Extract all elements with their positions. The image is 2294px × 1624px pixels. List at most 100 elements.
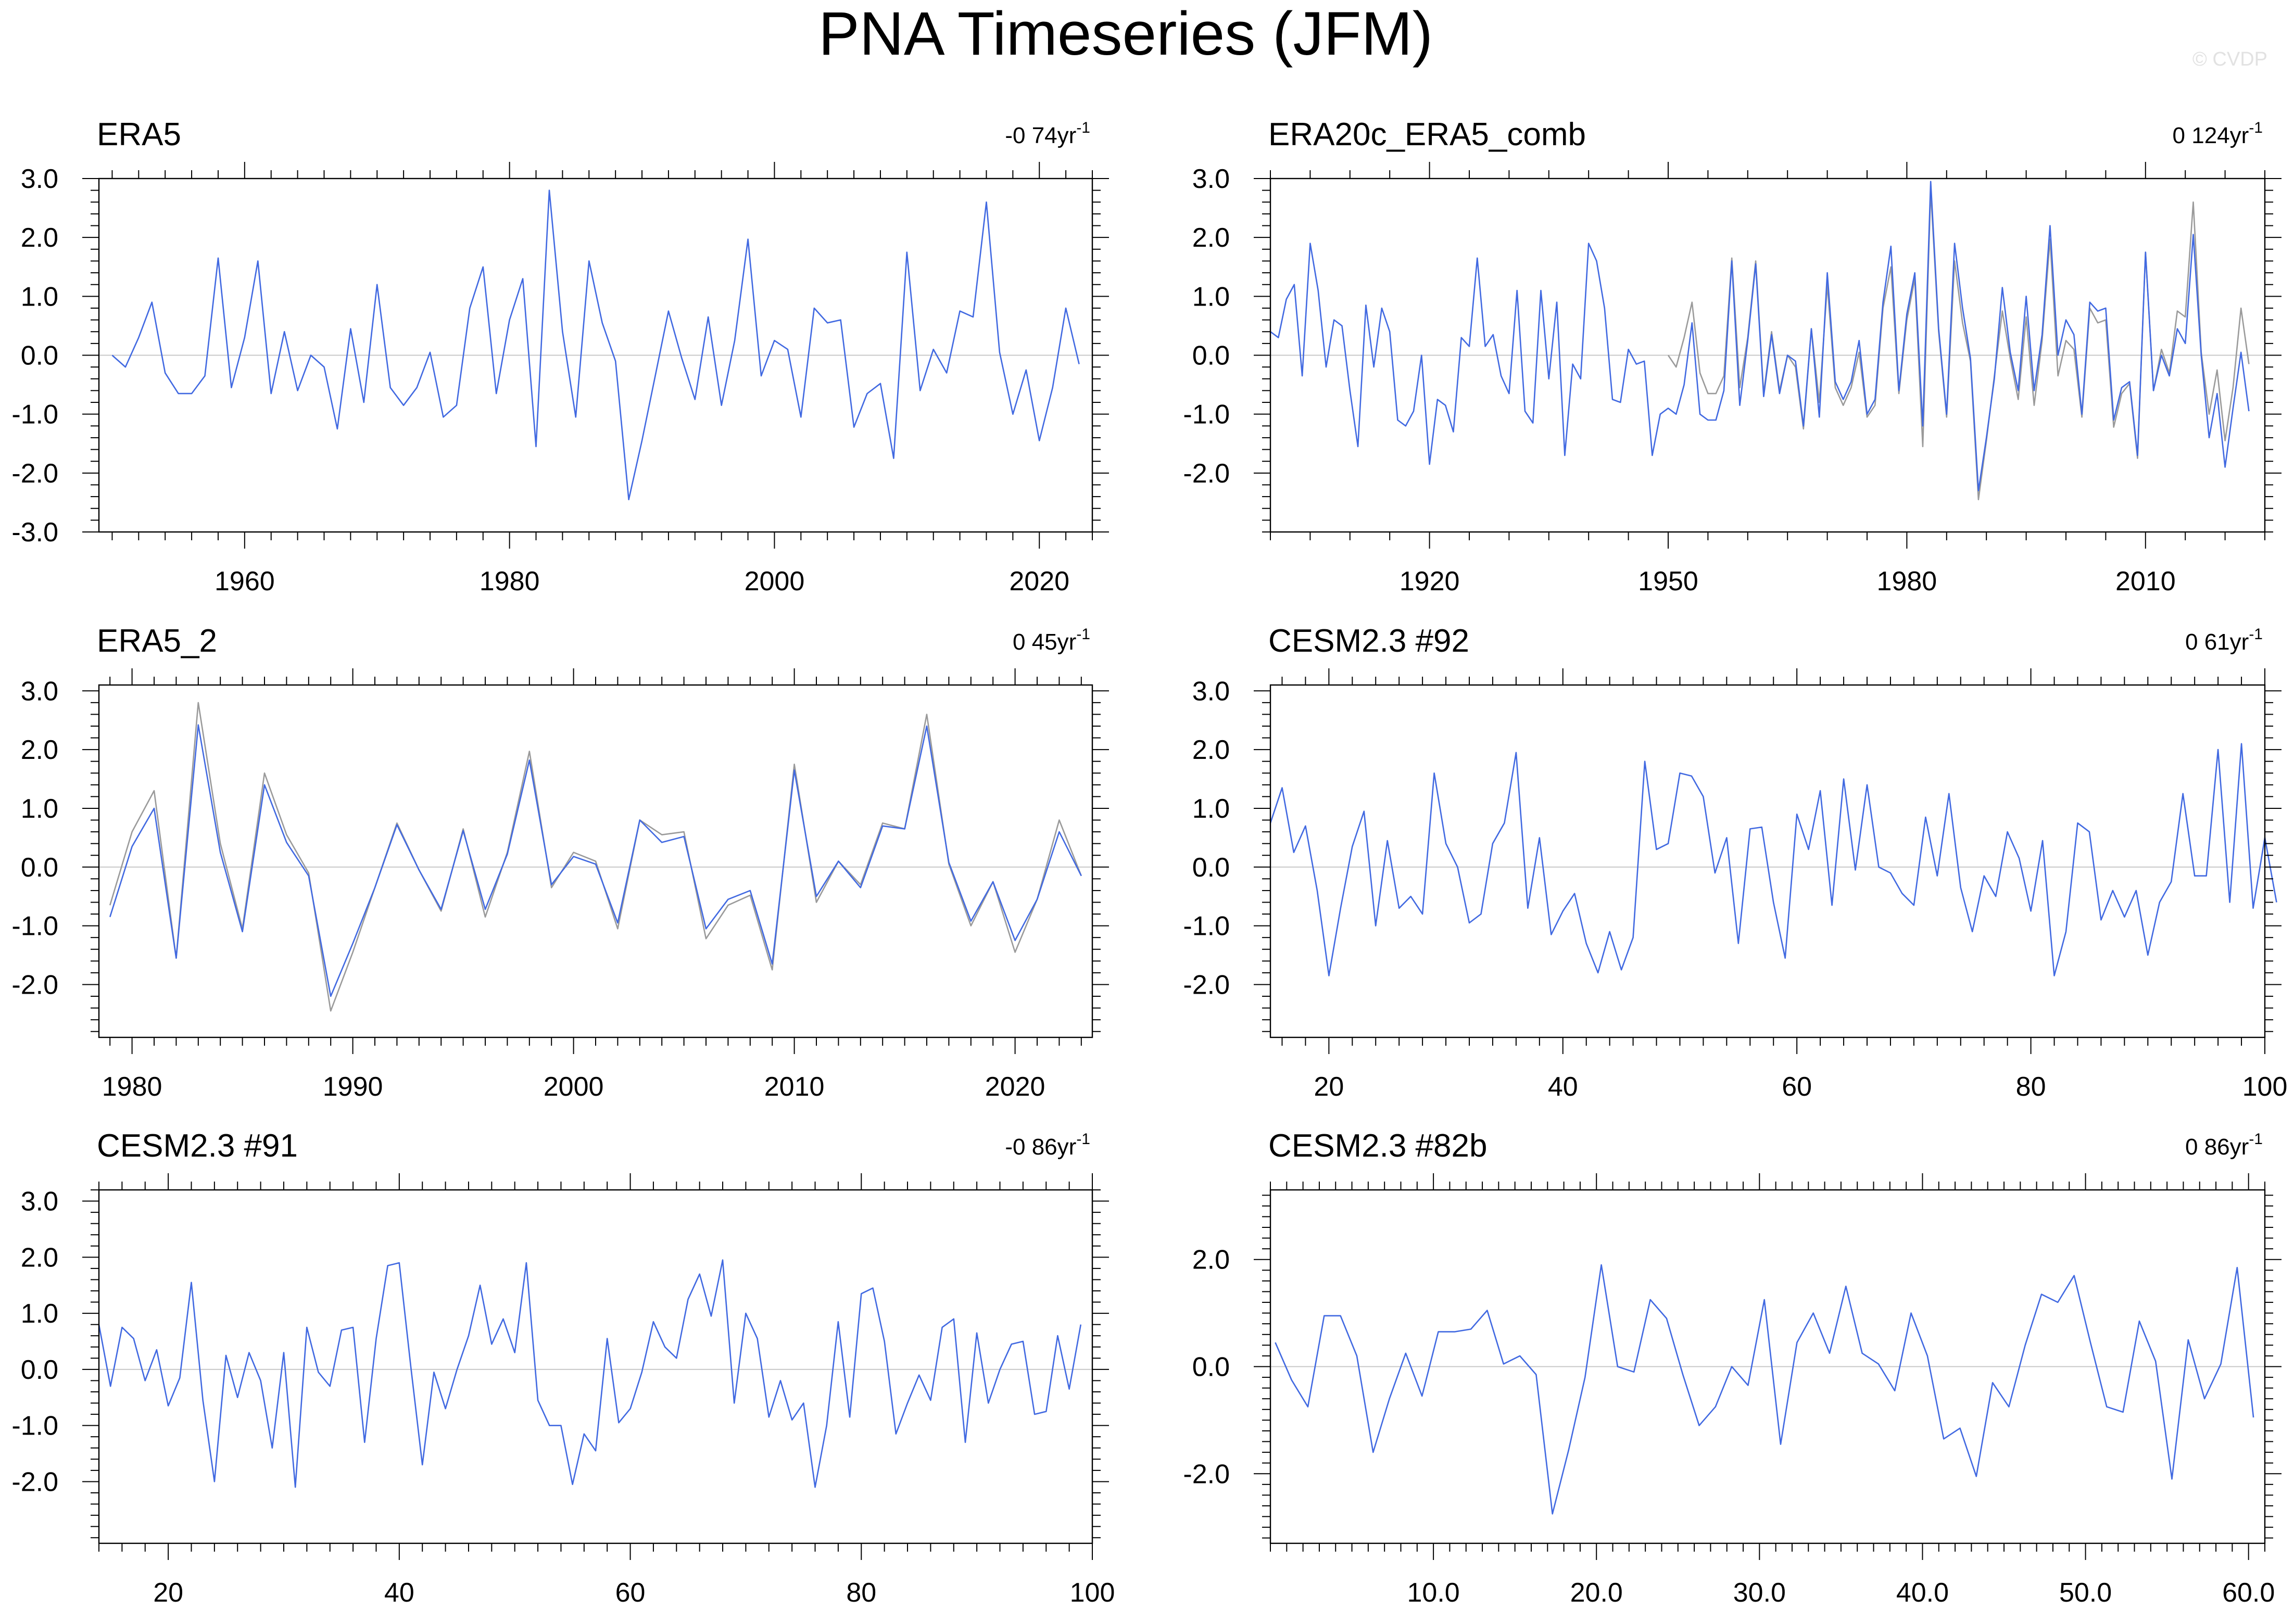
trend-exponent: -1 <box>1076 119 1090 136</box>
xtick-label: 40 <box>384 1578 414 1608</box>
figure-title: PNA Timeseries (JFM) <box>818 0 1433 68</box>
trend-label: 0 124yr-1 <box>2173 119 2263 148</box>
xtick-label: 60 <box>615 1578 646 1608</box>
ytick-label: -2.0 <box>1183 970 1230 1000</box>
ytick-label: 0.0 <box>1192 341 1230 371</box>
ytick-label: -1.0 <box>11 1411 58 1441</box>
xtick-label: 1920 <box>1400 566 1460 597</box>
series-line-1 <box>1275 1264 2254 1515</box>
xtick-label: 100 <box>2242 1072 2288 1102</box>
ytick-label: -3.0 <box>11 517 58 548</box>
trend-exponent: -1 <box>1076 1131 1090 1148</box>
ytick-label: 1.0 <box>1192 282 1230 312</box>
ytick-label: -1.0 <box>11 400 58 430</box>
ytick-label: 2.0 <box>1192 223 1230 253</box>
xtick-label: 40 <box>1548 1072 1578 1102</box>
trend-value: -0 86yr <box>1005 1134 1076 1160</box>
trend-value: -0 74yr <box>1005 123 1076 148</box>
ytick-label: -1.0 <box>11 911 58 942</box>
panel-5: -2.0 -1.0 0.0 1.0 2.0 3.0 20 40 60 80 100 CESM2.3 #… <box>11 1128 1115 1608</box>
panel-2: -2.0 -1.0 0.0 1.0 2.0 3.0 1920 1950 1980 2010 ERA2… <box>1183 117 2282 597</box>
xtick-label: 10.0 <box>1407 1578 1460 1608</box>
ytick-label: 2.0 <box>1192 735 1230 765</box>
panel-3: -2.0 -1.0 0.0 1.0 2.0 3.0 1980 1990 2000 2010 2020… <box>11 623 1109 1102</box>
series-line-1 <box>109 702 1082 1012</box>
ytick-label: 1.0 <box>21 794 58 824</box>
ytick-label: 0.0 <box>1192 1352 1230 1382</box>
panel-title: ERA20c_ERA5_comb <box>1268 117 1586 153</box>
xtick-label: 2010 <box>2115 566 2176 597</box>
xtick-label: 50.0 <box>2059 1578 2112 1608</box>
trend-label: -0 86yr-1 <box>1005 1131 1090 1160</box>
xtick-label: 20 <box>153 1578 183 1608</box>
series-line-1 <box>98 1259 1082 1488</box>
xtick-label: 60 <box>1782 1072 1812 1102</box>
trend-value: 0 124yr <box>2173 123 2249 148</box>
xtick-label: 1980 <box>1877 566 1937 597</box>
ytick-label: -2.0 <box>11 970 58 1000</box>
xtick-label: 2010 <box>764 1072 825 1102</box>
ytick-label: 3.0 <box>21 164 58 194</box>
xtick-label: 1980 <box>480 566 540 597</box>
panel-title: ERA5 <box>97 117 181 153</box>
xtick-label: 100 <box>1070 1578 1115 1608</box>
trend-label: -0 74yr-1 <box>1005 119 1090 148</box>
xtick-label: 2000 <box>544 1072 604 1102</box>
series-line-1 <box>1667 189 2250 501</box>
ytick-label: 0.0 <box>21 1355 58 1385</box>
xtick-label: 80 <box>846 1578 876 1608</box>
panel-title: CESM2.3 #82b <box>1268 1128 1487 1164</box>
ytick-label: 3.0 <box>1192 676 1230 706</box>
series-line-2 <box>109 724 1082 997</box>
trend-exponent: -1 <box>2249 1131 2263 1148</box>
xtick-label: 30.0 <box>1733 1578 1786 1608</box>
trend-exponent: -1 <box>2249 626 2263 643</box>
ytick-label: 3.0 <box>21 1187 58 1217</box>
trend-label: 0 61yr-1 <box>2185 626 2263 655</box>
ytick-label: 3.0 <box>21 676 58 706</box>
trend-value: 0 86yr <box>2185 1134 2249 1160</box>
panel-title: CESM2.3 #92 <box>1268 623 1469 659</box>
xtick-label: 1950 <box>1638 566 1698 597</box>
plot-frame <box>1269 684 2266 1038</box>
xtick-label: 1990 <box>323 1072 383 1102</box>
trend-value: 0 45yr <box>1013 629 1076 655</box>
panel-6: -2.0 0.0 2.0 10.0 20.0 30.0 40.0 50.0 60.0 CESM2.… <box>1183 1128 2282 1608</box>
ytick-label: 2.0 <box>21 223 58 253</box>
trend-label: 0 86yr-1 <box>2185 1131 2263 1160</box>
trend-label: 0 45yr-1 <box>1013 626 1090 655</box>
panel-title: ERA5_2 <box>97 623 217 659</box>
ytick-label: -1.0 <box>1183 911 1230 942</box>
ytick-label: 0.0 <box>21 853 58 883</box>
xtick-label: 80 <box>2016 1072 2046 1102</box>
xtick-label: 20 <box>1314 1072 1344 1102</box>
ytick-label: -2.0 <box>1183 1459 1230 1489</box>
xtick-label: 60.0 <box>2222 1578 2275 1608</box>
trend-value: 0 61yr <box>2185 629 2249 655</box>
xtick-label: 1980 <box>102 1072 162 1102</box>
ytick-label: 3.0 <box>1192 164 1230 194</box>
ytick-label: 0.0 <box>1192 853 1230 883</box>
xtick-label: 20.0 <box>1570 1578 1623 1608</box>
ytick-label: 1.0 <box>1192 794 1230 824</box>
panel-1: -3.0 -2.0 -1.0 0.0 1.0 2.0 3.0 1960 1980 2000 2020… <box>11 117 1109 597</box>
xtick-label: 2000 <box>745 566 805 597</box>
ytick-label: 2.0 <box>1192 1245 1230 1275</box>
ytick-label: -2.0 <box>11 459 58 489</box>
xtick-label: 40.0 <box>1896 1578 1949 1608</box>
ytick-label: 0.0 <box>21 341 58 371</box>
watermark: © CVDP <box>2192 48 2267 70</box>
ytick-label: -2.0 <box>11 1467 58 1497</box>
series-line-2 <box>1270 181 2250 492</box>
trend-exponent: -1 <box>1076 626 1090 643</box>
ytick-label: 1.0 <box>21 1299 58 1329</box>
xtick-label: 1960 <box>215 566 275 597</box>
series-line-1 <box>111 189 1080 501</box>
panel-title: CESM2.3 #91 <box>97 1128 298 1164</box>
panel-4: -2.0 -1.0 0.0 1.0 2.0 3.0 20 40 60 80 100 CESM2.3 #… <box>1183 623 2287 1102</box>
ytick-label: 2.0 <box>21 735 58 765</box>
xtick-label: 2020 <box>1009 566 1069 597</box>
ytick-label: -2.0 <box>1183 459 1230 489</box>
xtick-label: 2020 <box>985 1072 1045 1102</box>
